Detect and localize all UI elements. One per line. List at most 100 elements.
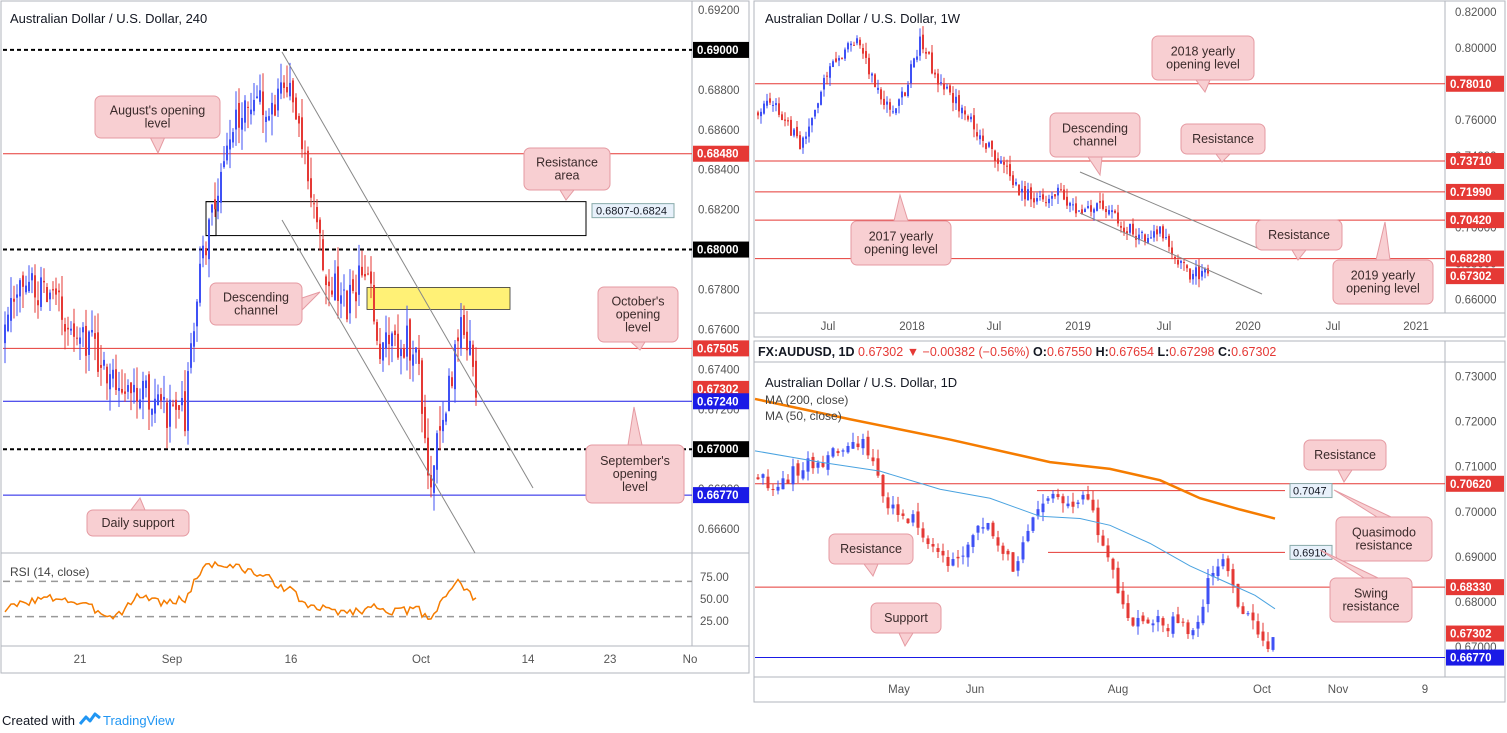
h4-channel-lower	[281, 219, 476, 554]
footer-created-with: Created with	[2, 712, 75, 728]
weekly-callout-resistance-bottom: Resistance	[1268, 228, 1330, 242]
weekly-candle	[1081, 209, 1083, 215]
weekly-candle	[1057, 187, 1059, 196]
h4-candle	[457, 337, 459, 342]
daily-candle	[786, 479, 790, 484]
weekly-candle	[982, 135, 984, 141]
h4-candle	[469, 340, 471, 355]
h4-candle	[223, 161, 225, 168]
weekly-candle	[1024, 186, 1026, 200]
weekly-candle	[1132, 223, 1134, 235]
weekly-callout-resistance-top: Resistance	[1192, 132, 1254, 146]
weekly-price-label-bg	[1446, 268, 1504, 285]
h4-candle	[310, 178, 312, 198]
h4-callout-september-box	[585, 444, 685, 504]
h4-candle	[67, 327, 69, 330]
h4-candle	[208, 219, 210, 260]
daily-candle	[1206, 578, 1210, 605]
daily-candle	[1001, 545, 1005, 554]
weekly-candle	[1171, 247, 1173, 255]
daily-candle	[1116, 567, 1120, 594]
daily-candle	[771, 489, 775, 491]
weekly-candle	[1042, 194, 1044, 200]
weekly-candle	[1102, 200, 1104, 209]
h4-title: Australian Dollar / U.S. Dollar, 240	[10, 11, 207, 26]
h4-candle	[256, 96, 258, 99]
daily-y-tick: 0.73000	[1455, 371, 1497, 383]
weekly-candle	[1111, 210, 1113, 213]
weekly-candle	[880, 89, 882, 100]
weekly-candle	[1030, 187, 1032, 200]
daily-y-tick: 0.71000	[1455, 462, 1497, 474]
daily-candle	[1166, 628, 1170, 632]
weekly-price-label: 0.67302	[1450, 271, 1492, 283]
weekly-candle	[853, 44, 855, 46]
h4-candle	[94, 333, 96, 339]
ohlc-part: C:	[1218, 345, 1231, 359]
h4-candle	[367, 273, 369, 275]
weekly-candle	[877, 87, 879, 90]
h4-candle	[130, 382, 132, 394]
h4-candle	[100, 364, 102, 368]
weekly-callout-descending: channel	[1073, 135, 1117, 149]
h4-candle	[340, 295, 342, 304]
h4-callout-august: August's opening	[110, 104, 206, 118]
daily-candle	[1106, 545, 1110, 558]
h4-candle	[220, 171, 222, 203]
weekly-candle	[1087, 206, 1089, 208]
daily-candle	[886, 497, 890, 509]
tradingview-logo-icon[interactable]	[78, 712, 101, 729]
weekly-candle	[1156, 229, 1158, 235]
h4-candle	[10, 298, 12, 321]
daily-y-tick: 0.72000	[1455, 417, 1497, 429]
daily-candle	[921, 528, 925, 538]
weekly-x-tick: Jul	[1326, 321, 1341, 333]
weekly-candle	[940, 82, 942, 84]
daily-tag-70470-bg	[1289, 483, 1333, 499]
weekly-candle	[1183, 262, 1185, 264]
weekly-candle	[1015, 182, 1017, 185]
ohlc-part: 0.67298	[1169, 345, 1218, 359]
weekly-candle	[952, 93, 954, 103]
weekly-callout-2018-box	[1151, 35, 1255, 81]
daily-x-tick: Nov	[1328, 684, 1349, 696]
h4-candle	[460, 317, 462, 349]
daily-candle	[881, 474, 885, 497]
footer-brand[interactable]: TradingView	[102, 712, 175, 728]
daily-candle	[1061, 496, 1065, 504]
h4-callout-september: opening	[613, 467, 658, 481]
h4-y-tick: 0.68800	[698, 85, 740, 97]
h4-candle	[352, 279, 354, 291]
daily-candle	[1171, 616, 1175, 634]
daily-candle	[766, 476, 770, 489]
weekly-candle	[1123, 227, 1125, 233]
weekly-candle	[859, 39, 861, 46]
h4-candle	[193, 331, 195, 347]
weekly-price-label-bg	[1446, 153, 1504, 170]
h4-candle	[16, 294, 18, 298]
weekly-candle	[805, 136, 807, 139]
h4-candle	[55, 288, 57, 295]
h4-candle	[103, 359, 105, 366]
h4-candle	[169, 399, 171, 427]
daily-ohlc-bar: FX:AUDUSD, 1D 0.67302 ▼ −0.00382 (−0.56%…	[758, 345, 1276, 359]
daily-candle	[841, 450, 845, 452]
daily-candle	[1091, 499, 1095, 511]
h4-candle	[421, 360, 423, 414]
h4-candle	[382, 342, 384, 361]
weekly-candle	[922, 34, 924, 50]
h4-callout-september: September's	[600, 454, 670, 468]
ohlc-part: FX:AUDUSD, 1D	[758, 345, 858, 359]
h4-candle	[109, 374, 111, 390]
weekly-price-label-bg	[1446, 250, 1504, 267]
h4-candle	[163, 396, 165, 400]
h4-candle	[139, 399, 141, 409]
h4-candle	[373, 285, 375, 322]
h4-candle	[106, 366, 108, 384]
weekly-title: Australian Dollar / U.S. Dollar, 1W	[765, 11, 961, 26]
h4-price-label: 0.67505	[697, 343, 739, 355]
daily-candle	[1051, 493, 1055, 499]
h4-box-label-bg	[591, 203, 675, 219]
h4-price-label-bg	[693, 241, 749, 258]
